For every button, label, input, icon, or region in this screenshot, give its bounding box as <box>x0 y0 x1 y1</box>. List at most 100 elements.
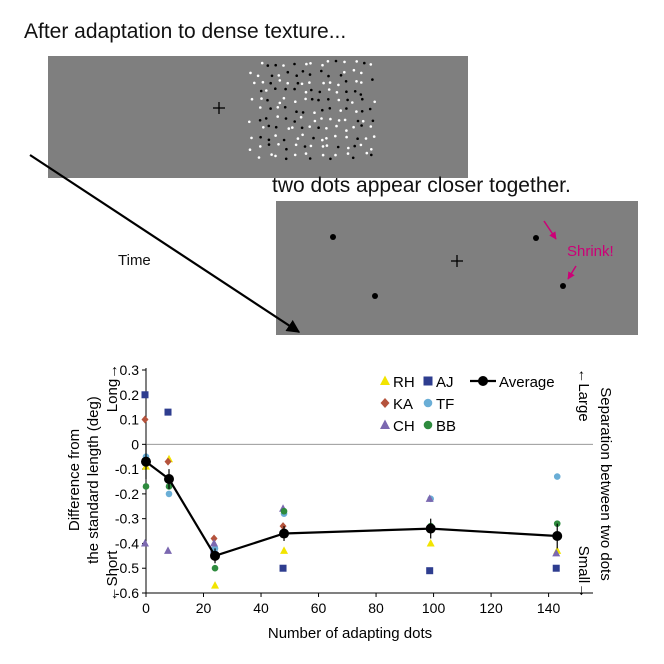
texture-dot <box>351 101 354 104</box>
texture-dot <box>360 124 363 127</box>
texture-dot <box>317 98 320 102</box>
texture-dot <box>299 115 303 119</box>
texture-dot <box>373 100 377 104</box>
texture-dot <box>249 71 252 75</box>
texture-dot <box>343 70 346 74</box>
texture-dot <box>264 117 268 120</box>
test-dot <box>330 234 336 240</box>
point-average <box>210 550 221 561</box>
texture-dot <box>321 138 324 142</box>
test-dot <box>560 283 566 289</box>
texture-dot <box>301 70 305 73</box>
point-aj <box>141 391 149 399</box>
y-tick-label: 0 <box>131 436 139 452</box>
texture-dot <box>274 125 278 129</box>
texture-dot <box>321 63 324 67</box>
texture-dot <box>277 74 281 77</box>
texture-dot <box>356 119 360 123</box>
shrink-arrow-top <box>543 220 557 240</box>
texture-dot <box>265 89 268 92</box>
legend-label-tf: TF <box>436 396 454 413</box>
texture-dot <box>355 60 359 63</box>
texture-dot <box>308 81 311 84</box>
legend-label-bb: BB <box>436 418 456 435</box>
legend-label-aj: AJ <box>436 374 454 391</box>
texture-dot <box>364 137 368 140</box>
texture-dot <box>250 136 253 140</box>
long-label: Long→ <box>104 364 121 412</box>
fixation-cross-2 <box>451 255 463 267</box>
point-ka <box>279 522 287 531</box>
point-ch <box>210 538 219 547</box>
texture-dot <box>256 74 260 78</box>
top-caption: After adaptation to dense texture... <box>24 20 347 43</box>
legend-average-marker <box>478 376 488 386</box>
adapting-texture-dots <box>248 59 377 161</box>
texture-dot <box>248 148 252 151</box>
point-ch <box>141 538 149 547</box>
texture-dot <box>262 126 265 129</box>
texture-dot <box>326 60 330 63</box>
texture-dot <box>259 135 262 139</box>
point-average <box>279 528 290 539</box>
texture-dot <box>287 127 291 130</box>
texture-dot <box>258 119 262 122</box>
texture-dot <box>329 117 332 121</box>
x-tick-label: 40 <box>253 600 269 616</box>
texture-dot <box>267 124 271 128</box>
average-line <box>145 460 558 558</box>
texture-dot <box>303 145 307 148</box>
texture-dot <box>337 98 341 102</box>
texture-dot <box>352 125 355 129</box>
texture-dot <box>259 106 262 109</box>
x-tick-label: 0 <box>142 600 150 616</box>
texture-dot <box>345 129 348 132</box>
texture-dot <box>301 111 305 114</box>
legend-marker-ch <box>380 419 390 429</box>
texture-dot <box>293 62 296 66</box>
texture-dot <box>286 70 290 74</box>
texture-dot <box>308 73 312 76</box>
texture-dot <box>276 106 280 109</box>
texture-dot <box>361 97 364 101</box>
time-arrow <box>29 154 301 333</box>
legend-label-average: Average <box>499 374 555 391</box>
texture-dot <box>300 82 304 86</box>
texture-dot <box>343 60 346 64</box>
texture-dot <box>294 100 297 103</box>
y-tick-label: 0.2 <box>120 387 140 403</box>
texture-dot <box>304 97 307 101</box>
texture-dot <box>305 62 308 66</box>
middle-caption: two dots appear closer together. <box>272 174 571 197</box>
legend-marker-tf <box>423 398 433 408</box>
point-ka <box>141 415 149 424</box>
texture-dot <box>345 90 348 93</box>
texture-dot <box>260 61 264 65</box>
y-tick-label: -0.3 <box>115 511 139 527</box>
texture-dot <box>267 143 271 146</box>
texture-dot <box>308 125 312 128</box>
texture-dot <box>296 137 300 140</box>
texture-dot <box>282 138 286 142</box>
texture-dot <box>293 87 296 91</box>
texture-dot <box>284 157 288 161</box>
texture-dot <box>261 80 265 84</box>
texture-dot <box>334 153 337 157</box>
y-axis-label-line2: the standard length (deg) <box>85 396 102 564</box>
texture-dot <box>267 138 271 142</box>
legend-label-ch: CH <box>393 418 415 435</box>
chart-series <box>141 391 563 589</box>
texture-dot <box>339 74 343 77</box>
texture-dot <box>347 146 350 150</box>
texture-dot <box>363 61 366 65</box>
texture-dot <box>329 157 332 161</box>
y-tick-label: -0.1 <box>115 461 139 477</box>
texture-dot <box>335 91 339 94</box>
two-dots-panel <box>276 201 638 335</box>
point-aj <box>279 564 287 572</box>
point-bb <box>142 483 150 490</box>
texture-dot <box>301 133 304 137</box>
texture-dot <box>325 127 328 130</box>
texture-dot <box>284 87 287 91</box>
texture-dot <box>304 90 308 94</box>
